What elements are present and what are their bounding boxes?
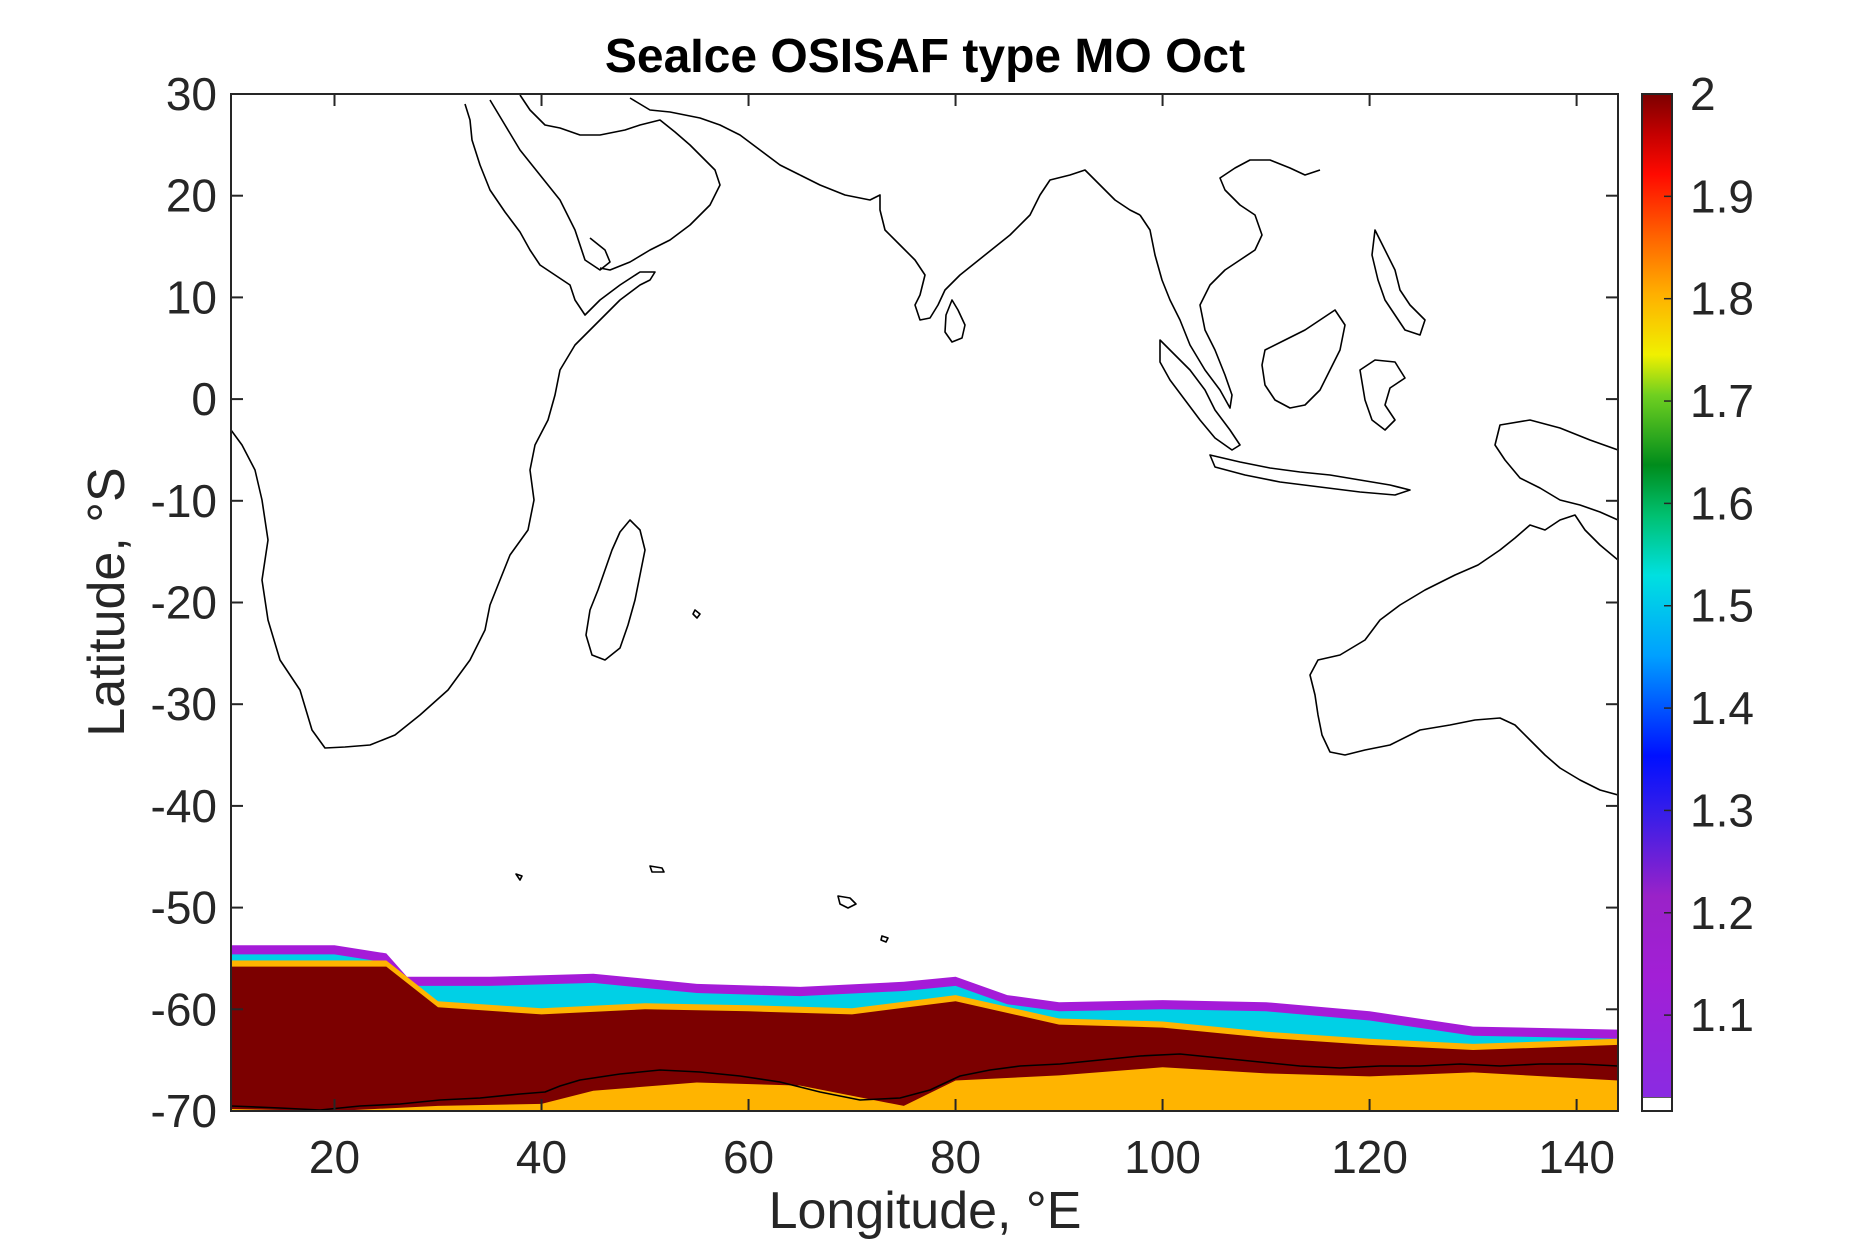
y-axis: 30 20 10 0 -10 -20 -30 -40 -50 -60 -70 [151,68,1618,1137]
coastline-arabia [519,94,721,271]
colorbar-tick-label: 1.8 [1690,273,1754,325]
y-tick-label: -30 [151,678,217,730]
y-tick-label: 30 [166,68,217,120]
plot-background [231,94,1618,1111]
x-tick-label: 80 [930,1131,981,1183]
coastline-india [799,169,1141,321]
sea-ice-core-band [231,966,1618,1111]
colorbar-tick-label: 1.7 [1690,375,1754,427]
x-tick-label: 120 [1331,1131,1408,1183]
coastline-sulawesi [1359,359,1406,431]
y-tick-label: 20 [166,170,217,222]
coastline-new-guinea [1494,419,1618,521]
coastline-philippines [1371,229,1426,336]
colorbar-tick-label: 1.1 [1690,989,1754,1041]
coastline-antarctica [231,1053,1618,1111]
x-tick-label: 40 [516,1131,567,1183]
colorbar-ticks: 2 1.9 1.8 1.7 1.6 1.5 1.4 1.3 1.2 1.1 [1664,68,1754,1041]
colorbar [1642,94,1672,1097]
x-tick-label: 100 [1124,1131,1201,1183]
island-heard [880,935,889,943]
colorbar-tick-label: 2 [1690,68,1716,120]
colorbar-tick-label: 1.4 [1690,682,1754,734]
colorbar-tick-label: 1.5 [1690,580,1754,632]
y-tick-label: -40 [151,780,217,832]
coastline-sri-lanka [944,299,966,343]
coastline-australia [1309,514,1618,796]
island-crozet [649,865,665,873]
x-tick-label: 140 [1538,1131,1615,1183]
x-tick-label: 60 [723,1131,774,1183]
x-axis: 20 40 60 80 100 120 140 [309,94,1615,1183]
colorbar-tick-label: 1.9 [1690,170,1754,222]
y-axis-label: Latitude, °S [78,467,136,736]
colorbar-bottom-white [1641,1096,1673,1112]
island-mauritius [692,609,701,619]
chart-title: SeaIce OSISAF type MO Oct [605,30,1245,83]
island-prince-edward [515,873,523,881]
coastline-borneo [1261,309,1346,409]
coastline-java [1209,454,1411,496]
coastline-madagascar [585,519,646,661]
y-tick-label: -60 [151,983,217,1035]
y-tick-label: -70 [151,1085,217,1137]
colorbar-tick-label: 1.6 [1690,477,1754,529]
coastline-red-sea [489,99,611,271]
colorbar-tick-label: 1.2 [1690,887,1754,939]
y-tick-label: 10 [166,271,217,323]
colorbar-frame [1641,93,1673,1112]
y-tick-label: -10 [151,475,217,527]
y-tick-label: -50 [151,882,217,934]
coastline-persian-gulf [629,97,801,176]
colorbar-tick-label: 1.3 [1690,784,1754,836]
coastline-africa [231,103,656,749]
y-tick-label: -20 [151,577,217,629]
y-tick-label: 0 [191,373,217,425]
coastline-sumatra [1159,339,1241,451]
coastline-southeast-asia [1139,159,1321,409]
island-kerguelen [837,895,857,909]
x-axis-label: Longitude, °E [769,1182,1082,1240]
x-tick-label: 20 [309,1131,360,1183]
